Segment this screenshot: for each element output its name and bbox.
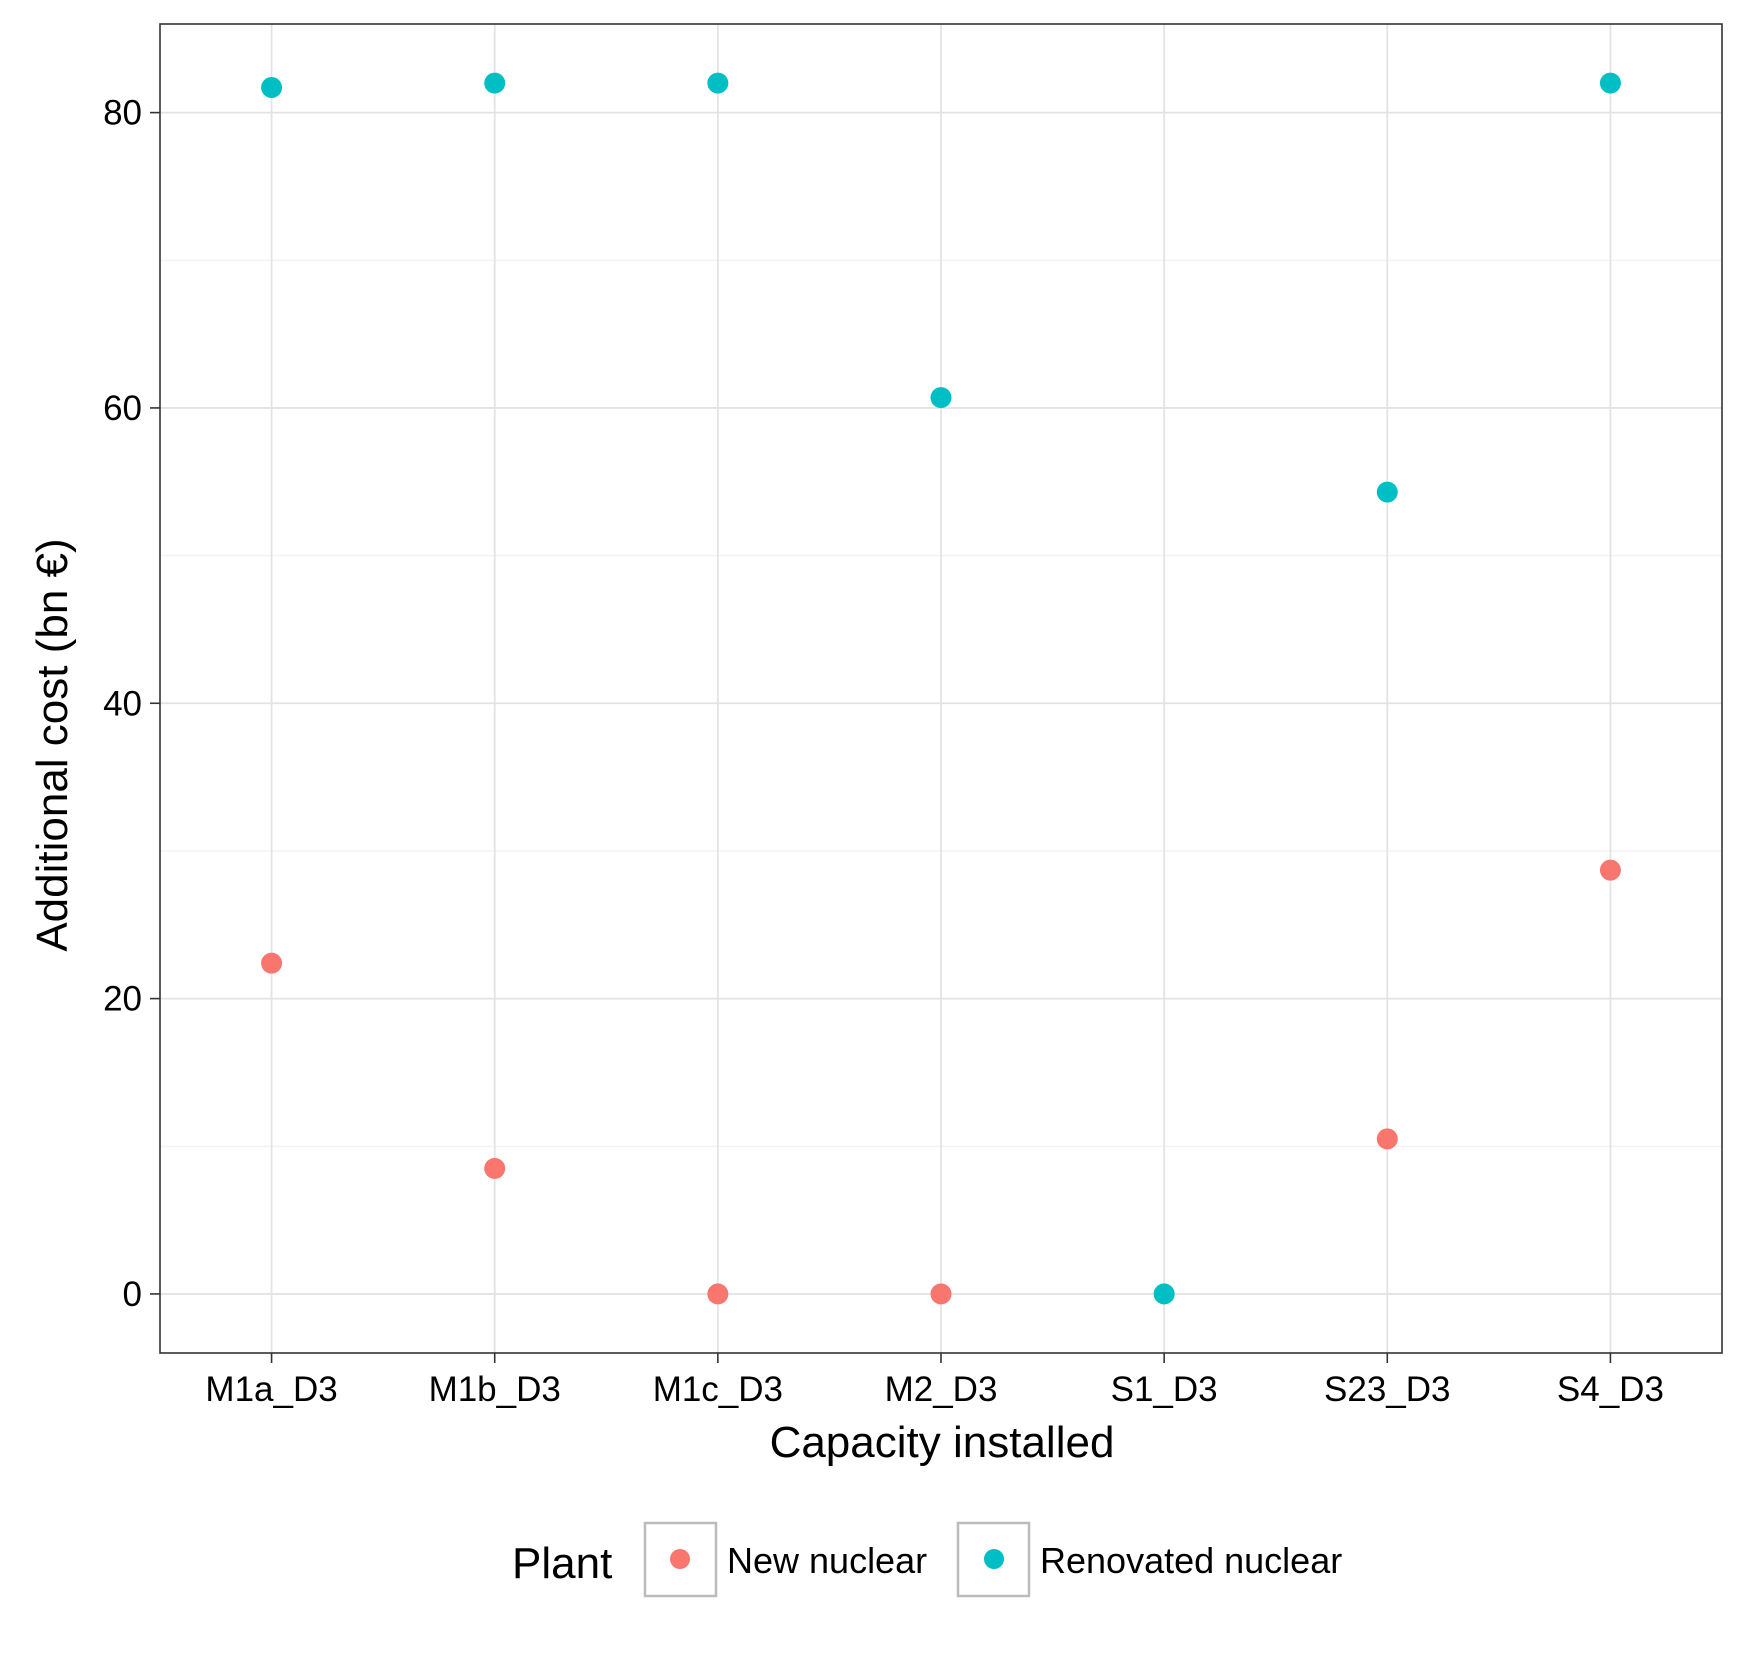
point-renovated-nuclear — [707, 72, 729, 94]
y-tick-label: 20 — [103, 980, 142, 1019]
x-tick-label: M1c_D3 — [653, 1370, 783, 1409]
legend-title: Plant — [512, 1539, 612, 1588]
x-tick-label: M1a_D3 — [205, 1370, 337, 1409]
point-renovated-nuclear — [261, 76, 283, 98]
legend-label-renovated-nuclear: Renovated nuclear — [1040, 1540, 1342, 1581]
legend-dot-renovated-nuclear — [984, 1549, 1004, 1569]
point-new-nuclear — [1376, 1128, 1398, 1150]
y-tick-label: 0 — [123, 1275, 142, 1314]
y-tick-label: 80 — [103, 94, 142, 133]
legend-label-new-nuclear: New nuclear — [727, 1540, 927, 1581]
x-tick-label: S4_D3 — [1557, 1370, 1664, 1409]
y-axis-title: Additional cost (bn €) — [28, 538, 77, 951]
point-renovated-nuclear — [484, 72, 506, 94]
y-tick-label: 60 — [103, 389, 142, 428]
point-renovated-nuclear — [930, 387, 952, 409]
point-new-nuclear — [1599, 859, 1621, 881]
ticks-layer: 0 20 40 60 80 M1a_D3 M1b_D3 M1c_D3 M2_D3 S1_D3 S23… — [103, 94, 1664, 1409]
point-renovated-nuclear — [1599, 72, 1621, 94]
point-new-nuclear — [930, 1283, 952, 1305]
x-tick-label: S23_D3 — [1324, 1370, 1450, 1409]
grid-layer — [160, 24, 1722, 1353]
legend-dot-new-nuclear — [670, 1549, 690, 1569]
point-new-nuclear — [484, 1157, 506, 1179]
point-renovated-nuclear — [1376, 481, 1398, 503]
x-tick-label: S1_D3 — [1111, 1370, 1218, 1409]
x-tick-label: M2_D3 — [885, 1370, 998, 1409]
points-layer — [261, 72, 1621, 1305]
point-renovated-nuclear — [1153, 1283, 1175, 1305]
point-new-nuclear — [707, 1283, 729, 1305]
x-tick-label: M1b_D3 — [429, 1370, 561, 1409]
legend: Plant New nuclear Renovated nuclear — [512, 1521, 1342, 1598]
point-new-nuclear — [261, 952, 283, 974]
y-tick-label: 40 — [103, 684, 142, 723]
x-axis-title: Capacity installed — [770, 1418, 1115, 1467]
